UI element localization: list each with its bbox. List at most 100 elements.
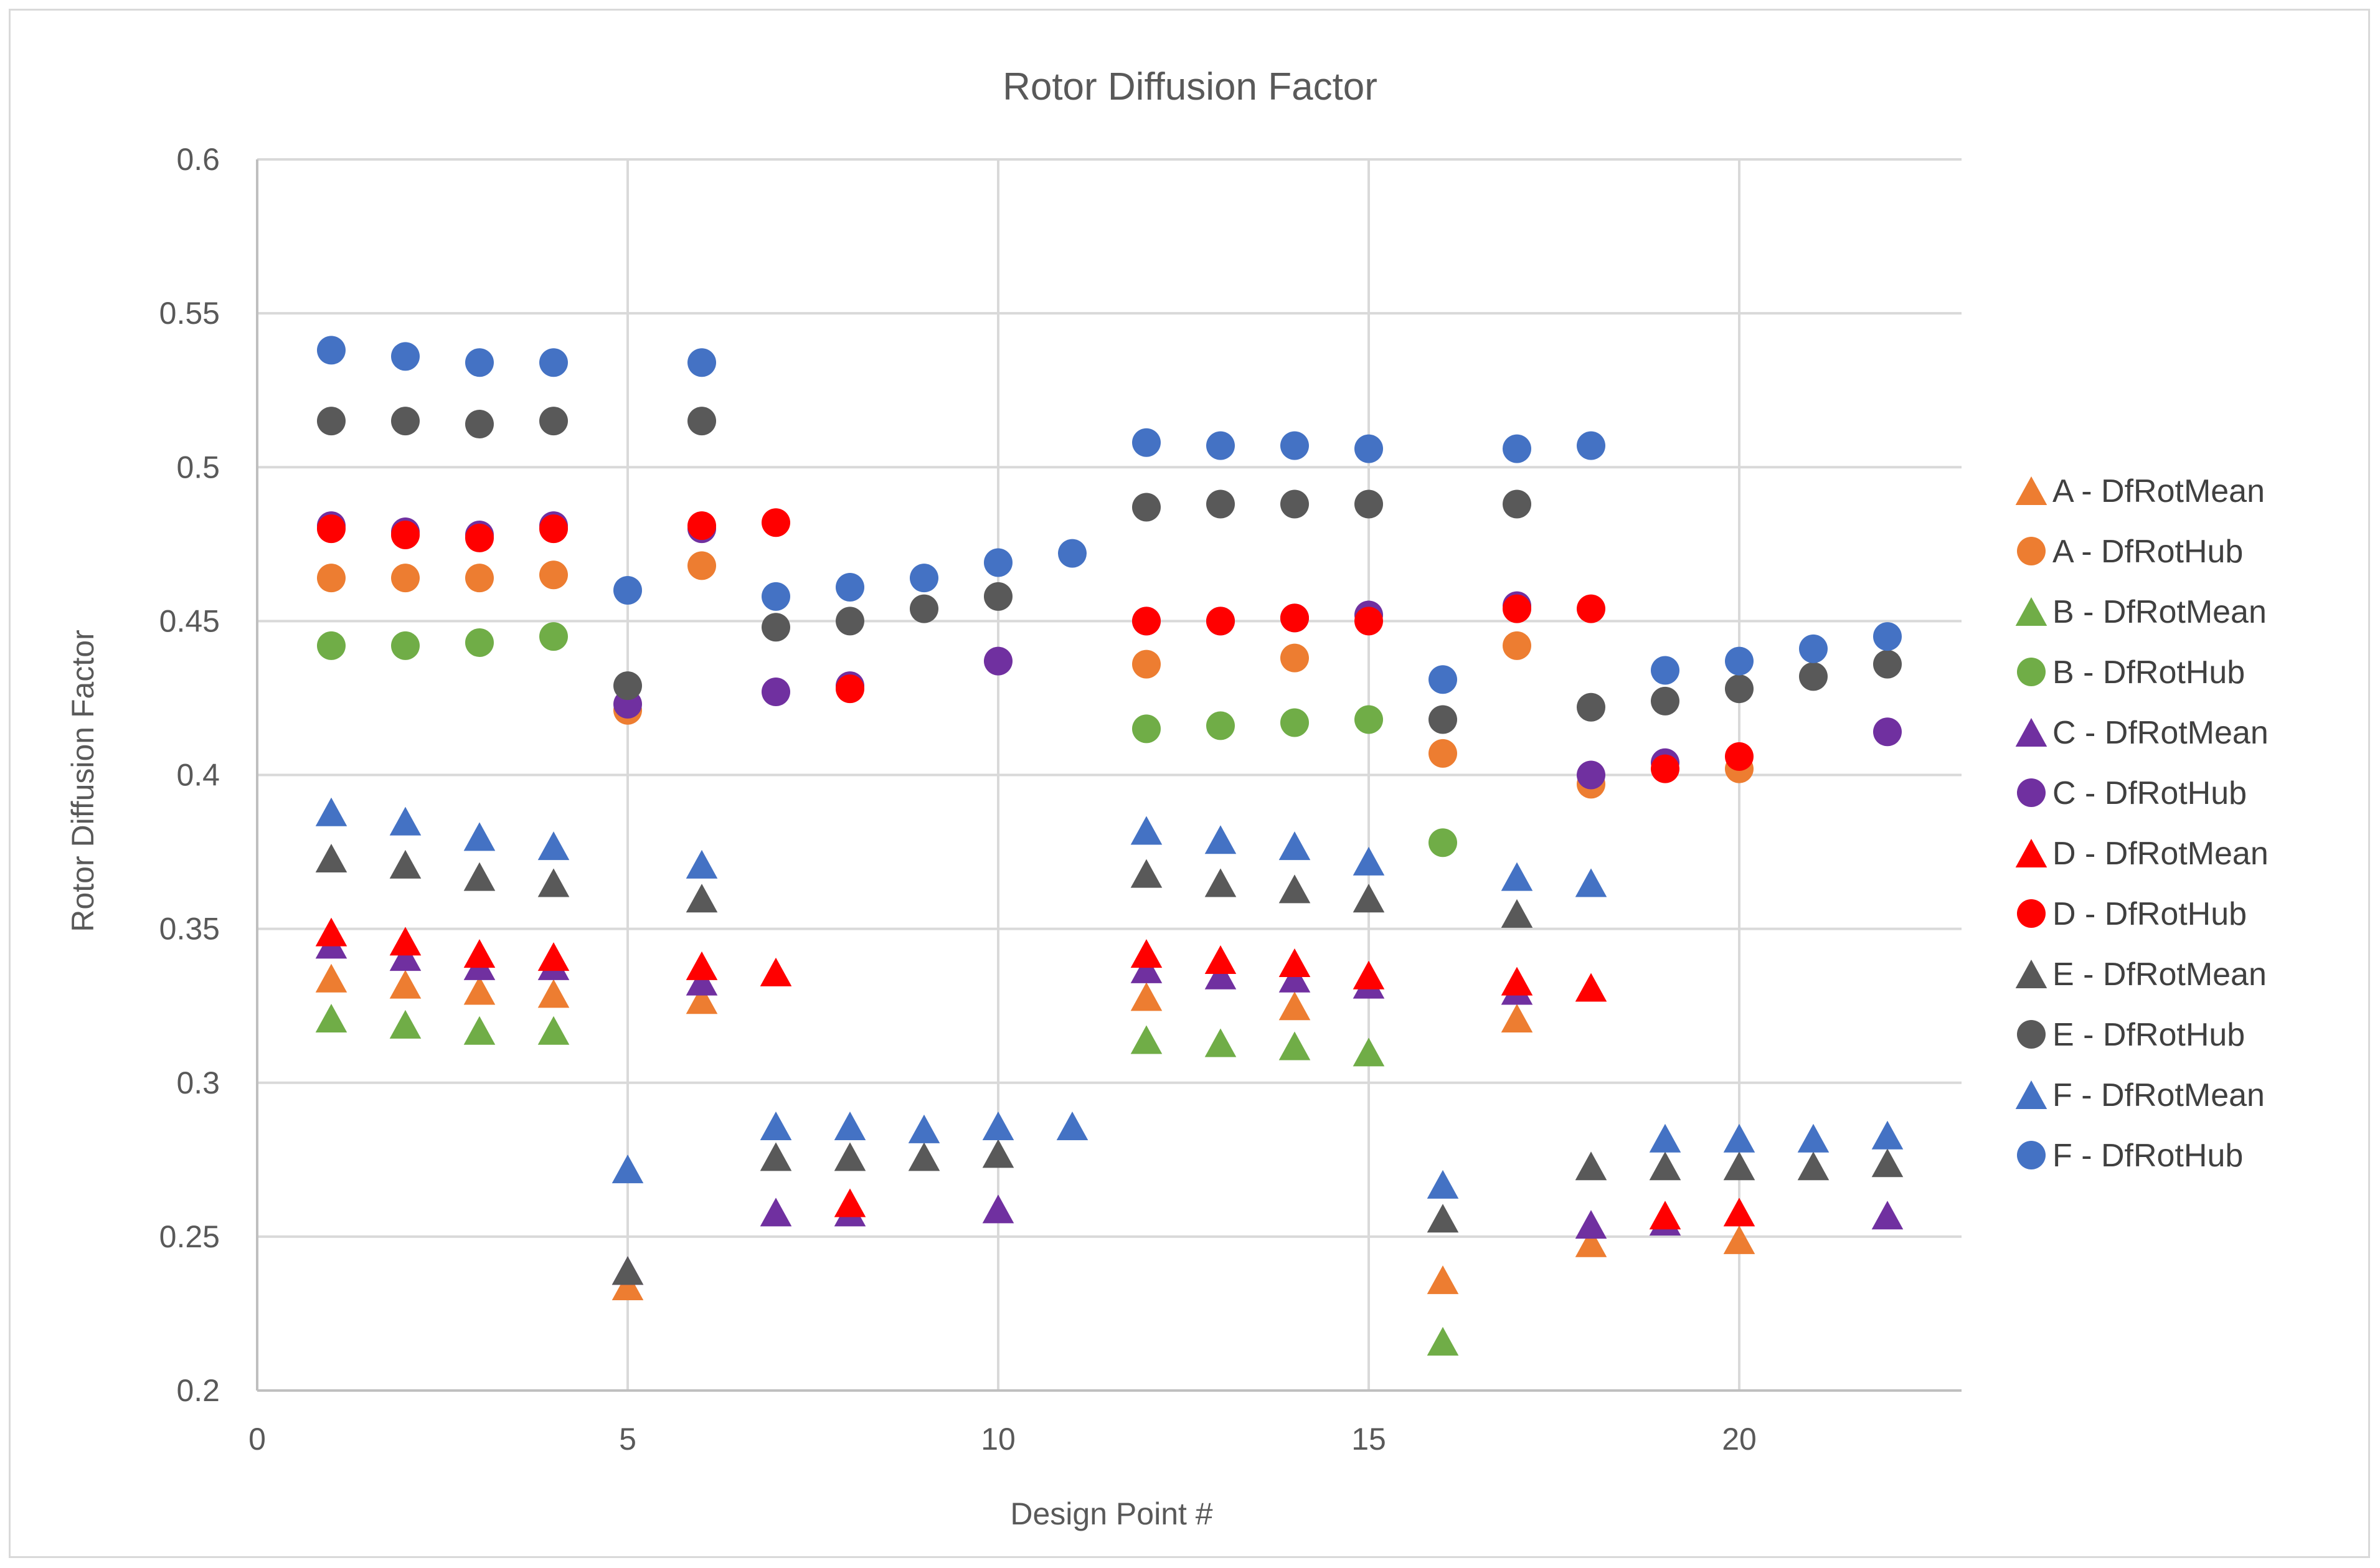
data-point: [1577, 760, 1605, 790]
data-point: [463, 976, 496, 1005]
data-point: [463, 822, 496, 851]
data-point: [317, 407, 346, 436]
data-point: [1130, 816, 1163, 845]
data-point: [1354, 434, 1383, 463]
legend-item: A - DfRotMean: [2015, 473, 2265, 509]
data-point: [1501, 966, 1533, 996]
data-point: [686, 966, 718, 996]
data-point: [1278, 831, 1311, 861]
data-point: [1723, 1225, 1755, 1254]
data-point: [391, 564, 420, 593]
axes: [256, 159, 1962, 1392]
data-point: [613, 575, 642, 605]
legend-item: C - DfRotHub: [2017, 775, 2247, 811]
series-f-dfrotmean: [315, 797, 1904, 1199]
data-point: [1873, 622, 1902, 651]
chart-title: Rotor Diffusion Factor: [1003, 65, 1377, 108]
y-tick-label: 0.2: [176, 1373, 220, 1408]
data-point: [1280, 431, 1309, 460]
data-point: [1206, 607, 1235, 636]
legend-item: B - DfRotMean: [2015, 594, 2267, 630]
legend-label: A - DfRotMean: [2052, 473, 2265, 509]
legend-label: D - DfRotMean: [2052, 836, 2269, 872]
data-point: [465, 628, 494, 657]
data-point: [1725, 674, 1754, 704]
data-point: [1132, 714, 1161, 744]
legend-label: D - DfRotHub: [2052, 896, 2247, 932]
legend-marker: [2017, 778, 2046, 807]
data-point: [537, 831, 570, 861]
data-point: [1503, 489, 1531, 519]
data-point: [1204, 945, 1237, 975]
data-point: [1871, 1201, 1904, 1230]
y-tick-label: 0.45: [159, 603, 220, 638]
data-points: [315, 336, 1904, 1356]
data-point: [1206, 489, 1235, 519]
series-d-dfrothub: [317, 508, 1754, 783]
data-point: [1725, 742, 1754, 771]
legend-item: E - DfRotMean: [2015, 956, 2267, 993]
data-point: [463, 939, 496, 968]
data-point: [1132, 649, 1161, 679]
legend-label: C - DfRotHub: [2052, 775, 2247, 811]
legend-marker: [2015, 1080, 2047, 1109]
data-point: [1503, 594, 1531, 623]
data-point: [389, 942, 422, 971]
y-tick-label: 0.35: [159, 912, 220, 947]
data-point: [1280, 489, 1309, 519]
data-point: [836, 607, 864, 636]
data-point: [1871, 1120, 1904, 1150]
data-point: [1427, 1326, 1459, 1356]
data-point: [539, 622, 568, 651]
data-point: [908, 1142, 940, 1171]
data-point: [1649, 1151, 1681, 1181]
data-point: [1575, 1151, 1607, 1181]
data-point: [1056, 1111, 1088, 1140]
data-point: [613, 671, 642, 701]
data-point: [1428, 665, 1457, 694]
legend-label: E - DfRotMean: [2052, 956, 2267, 993]
data-point: [315, 963, 347, 993]
data-point: [612, 1256, 644, 1285]
legend-item: A - DfRotHub: [2017, 534, 2243, 570]
data-point: [982, 1111, 1014, 1140]
data-point: [1873, 649, 1902, 679]
data-point: [834, 1142, 866, 1171]
legend-marker: [2015, 960, 2047, 988]
data-point: [1799, 662, 1828, 691]
legend-marker: [2017, 1020, 2046, 1049]
data-point: [1649, 1201, 1681, 1230]
data-point: [836, 674, 864, 704]
data-point: [910, 564, 938, 593]
data-point: [465, 564, 494, 593]
data-point: [1725, 646, 1754, 676]
data-point: [1278, 1031, 1311, 1060]
data-point: [315, 797, 347, 826]
data-point: [1206, 711, 1235, 740]
data-point: [1130, 1025, 1163, 1054]
legend-item: F - DfRotMean: [2015, 1077, 2265, 1113]
y-tick-label: 0.4: [176, 758, 220, 793]
data-point: [1651, 754, 1679, 783]
data-point: [686, 985, 718, 1014]
data-point: [391, 342, 420, 371]
data-point: [687, 348, 716, 377]
data-point: [760, 957, 792, 986]
legend-marker: [2017, 1141, 2046, 1169]
data-point: [1130, 954, 1163, 983]
series-f-dfrothub: [317, 336, 1902, 694]
data-point: [315, 917, 347, 947]
data-point: [1428, 828, 1457, 857]
data-point: [315, 1003, 347, 1032]
data-point: [1204, 825, 1237, 854]
data-point: [760, 1111, 792, 1140]
data-point: [1280, 643, 1309, 673]
data-point: [391, 407, 420, 436]
data-point: [1501, 1003, 1533, 1032]
data-point: [1723, 1197, 1755, 1227]
data-point: [391, 520, 420, 549]
grid: [257, 158, 1962, 1391]
data-point: [1280, 603, 1309, 633]
series-b-dfrotmean: [315, 1003, 1459, 1356]
data-point: [836, 573, 864, 602]
